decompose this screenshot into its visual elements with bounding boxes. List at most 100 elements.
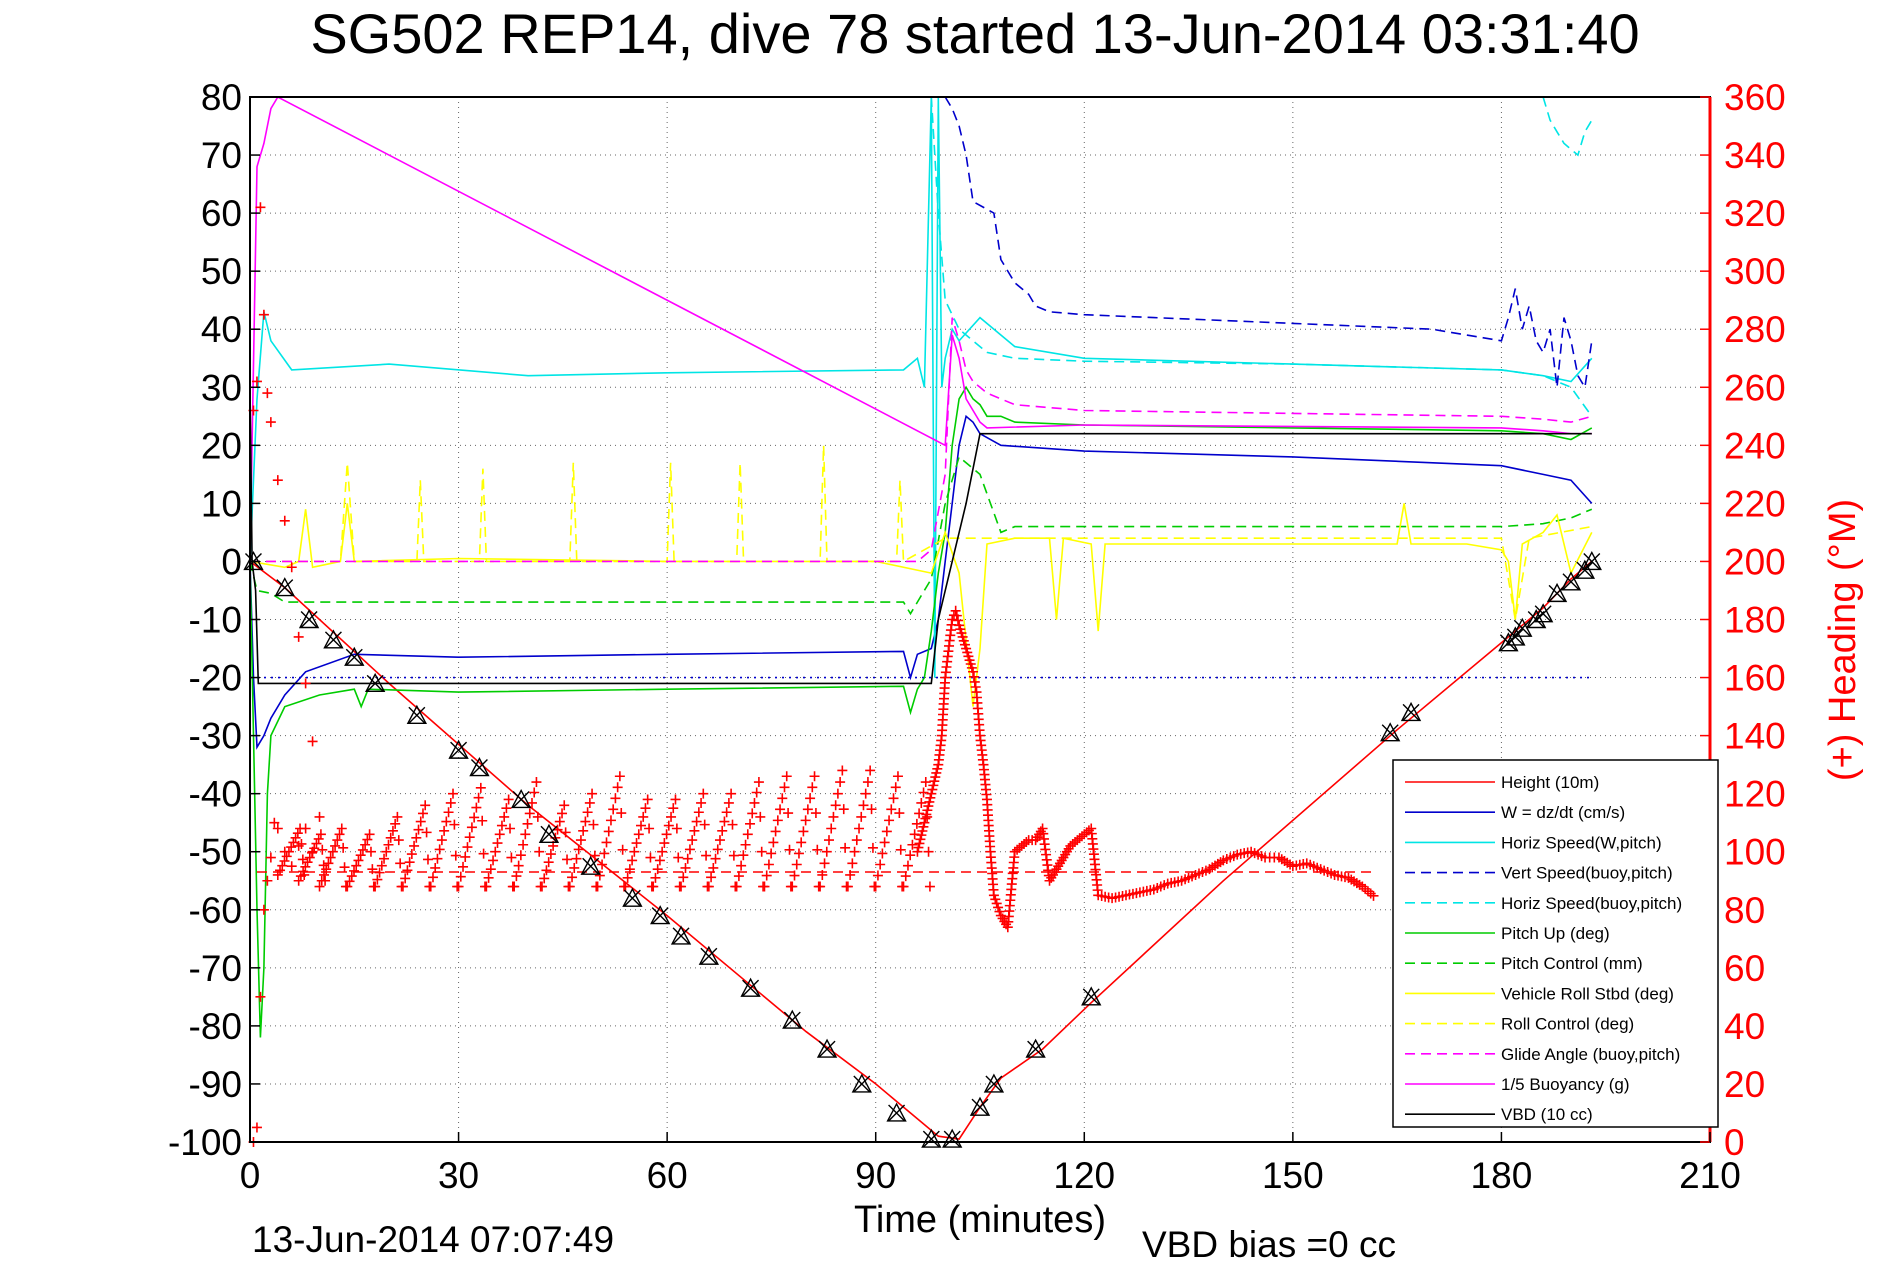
marker-triangle (622, 887, 643, 907)
heading-point (654, 855, 665, 866)
marker-triangle (670, 925, 692, 945)
marker-cross (1576, 561, 1594, 579)
heading-point (661, 829, 672, 840)
heading-point (537, 881, 547, 892)
heading-point (338, 842, 349, 853)
heading-point (918, 787, 929, 798)
dive-marker (1581, 550, 1602, 571)
heading-point (642, 794, 653, 805)
marker-cross (651, 907, 669, 925)
heading-point (951, 610, 962, 621)
marker-cross (1499, 634, 1517, 652)
heading-point (796, 837, 807, 848)
left-tick-label: 40 (201, 309, 242, 350)
heading-point (805, 793, 816, 804)
series-line-11 (249, 95, 1592, 562)
heading-point (701, 850, 712, 861)
heading-point (738, 850, 749, 861)
marker-triangle (969, 1096, 991, 1116)
heading-point (914, 808, 925, 819)
heading-point (332, 835, 343, 846)
heading-point (826, 823, 837, 834)
heading-point (541, 865, 552, 876)
heading-point (397, 881, 408, 892)
heading-point (779, 782, 790, 793)
heading-point (968, 671, 979, 682)
heading-point (830, 800, 841, 811)
marker-cross (540, 825, 558, 843)
dive-marker (1498, 632, 1519, 652)
marker-triangle (740, 977, 761, 997)
heading-point (770, 826, 781, 837)
heading-point (501, 803, 512, 814)
heading-point (862, 777, 873, 788)
heading-point (557, 808, 568, 819)
heading-point (913, 842, 924, 853)
heading-point (703, 881, 714, 892)
heading-point (357, 844, 368, 855)
marker-cross (742, 979, 760, 997)
heading-point (706, 872, 717, 883)
heading-point (449, 819, 460, 830)
left-axis: -100-90-80-70-60-50-40-30-20-10010203040… (168, 77, 260, 1163)
heading-point (784, 844, 795, 855)
heading-point (503, 794, 514, 805)
x-axis: 0 30 60 90 120 150 180 210 (240, 1132, 1741, 1196)
heading-point (559, 800, 570, 811)
heading-point (317, 844, 328, 855)
dive-marker (448, 739, 469, 759)
heading-point (344, 876, 355, 887)
marker-triangle (1400, 701, 1422, 722)
marker-cross (408, 706, 426, 724)
heading-point (466, 822, 477, 833)
heading-point (603, 826, 614, 837)
heading-point (529, 787, 540, 798)
heading-point (777, 793, 788, 804)
heading-point (509, 881, 520, 892)
heading-point (644, 823, 655, 834)
heading-point (272, 869, 283, 880)
dive-marker (344, 646, 365, 666)
legend: Height (10m) W = dz/dt (cm/s) Horiz Speed(… (1392, 759, 1719, 1128)
heading-point (840, 842, 851, 853)
marker-triangle (1532, 603, 1554, 623)
heading-point (393, 835, 404, 846)
heading-point (837, 765, 848, 776)
marker-cross (971, 1098, 989, 1116)
heading-point (909, 829, 920, 840)
heading-point (402, 865, 413, 876)
marker-triangle (469, 757, 490, 777)
heading-point (835, 777, 846, 788)
heading-point (866, 804, 877, 815)
left-tick-label: 70 (201, 135, 242, 176)
heading-point (342, 881, 353, 892)
heading-point (845, 869, 856, 880)
left-tick-label: -30 (189, 716, 242, 757)
left-tick-label: 10 (201, 483, 242, 524)
heading-point (640, 803, 651, 814)
heading-point (680, 862, 691, 873)
marker-cross (366, 674, 384, 692)
heading-point (789, 870, 800, 881)
heading-point (916, 830, 927, 841)
heading-point (923, 801, 934, 812)
marker-cross (1027, 1040, 1045, 1058)
heading-point (847, 858, 858, 869)
legend-label: Roll Control (deg) (1501, 1015, 1634, 1034)
heading-point (884, 815, 895, 826)
heading-point (255, 202, 266, 213)
series-line-10 (250, 317, 1593, 563)
right-tick-label: 340 (1724, 135, 1786, 176)
marker-cross (1513, 619, 1531, 637)
heading-point (560, 827, 571, 838)
heading-point (678, 872, 689, 883)
marker-triangle (650, 905, 671, 925)
heading-point (682, 853, 693, 864)
heading-point (918, 821, 929, 832)
heading-point (631, 838, 642, 849)
heading-point (879, 837, 890, 848)
heading-point (490, 846, 501, 857)
heading-point (601, 837, 612, 848)
heading-point (731, 881, 742, 892)
heading-point (928, 780, 939, 791)
